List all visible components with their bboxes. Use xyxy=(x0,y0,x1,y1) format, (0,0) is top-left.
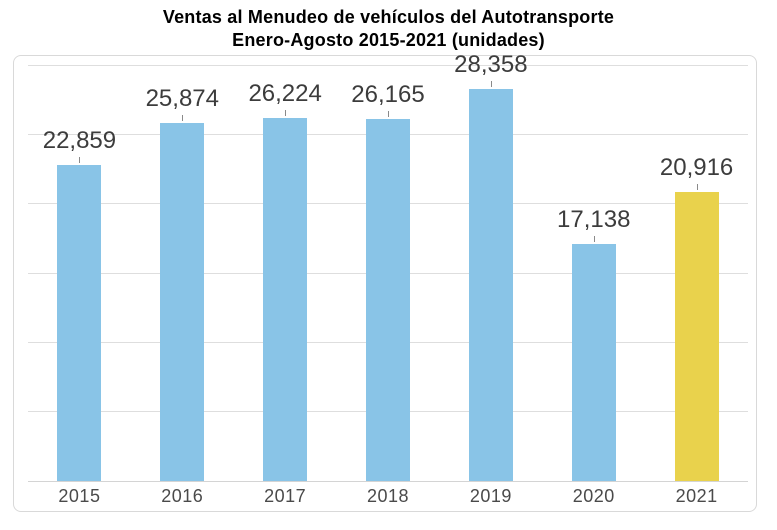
bar-value-label: 22,859 xyxy=(42,126,117,154)
bar-value-label: 26,224 xyxy=(248,80,322,108)
x-axis-label-2021: 2021 xyxy=(675,485,718,506)
label-callout-line xyxy=(696,183,698,190)
x-axis-label-2018: 2018 xyxy=(366,485,410,506)
bar-2016 xyxy=(160,123,205,481)
plot-area: 22,859 25,874 26,224 26,165 28,358 17,138 20,9… xyxy=(28,51,748,482)
bar-2020 xyxy=(571,243,616,481)
bar-column-2019: 28,358 xyxy=(439,51,542,481)
bar-column-2018: 26,165 xyxy=(337,66,440,481)
label-callout-line xyxy=(490,80,492,87)
bar-value-label: 20,916 xyxy=(659,153,734,181)
chart-title-line2: Enero-Agosto 2015-2021 (unidades) xyxy=(232,30,545,50)
chart-title: Ventas al Menudeo de vehículos del Autot… xyxy=(0,6,777,52)
bar-value-label: 26,165 xyxy=(351,81,425,109)
chart-title-line1: Ventas al Menudeo de vehículos del Autot… xyxy=(162,7,615,27)
label-callout-line xyxy=(285,110,287,117)
bar-2017 xyxy=(263,118,308,481)
x-axis: 2015 2016 2017 2018 2019 2020 2021 xyxy=(28,482,748,510)
bar-2015 xyxy=(57,164,102,481)
bar-value-label: 17,138 xyxy=(557,205,631,233)
bar-column-2015: 22,859 xyxy=(28,66,131,481)
bar-column-2020: 17,138 xyxy=(542,66,645,481)
x-axis-label-2016: 2016 xyxy=(161,485,204,506)
bar-2019 xyxy=(468,88,513,481)
bar-value-label: 25,874 xyxy=(145,85,219,113)
bar-2021 xyxy=(674,191,719,481)
bar-column-2016: 25,874 xyxy=(131,66,234,481)
x-axis-label-2015: 2015 xyxy=(58,485,101,506)
x-axis-label-2019: 2019 xyxy=(469,485,512,506)
label-callout-line xyxy=(593,235,595,242)
gridline xyxy=(28,65,748,66)
bar-column-2017: 26,224 xyxy=(234,66,337,481)
bar-value-label: 28,358 xyxy=(454,50,528,78)
label-callout-line xyxy=(182,115,184,122)
bar-column-2021: 20,916 xyxy=(645,66,748,481)
bar-2018 xyxy=(366,119,410,481)
x-axis-label-2017: 2017 xyxy=(264,485,307,506)
label-callout-line xyxy=(388,111,389,118)
x-axis-label-2020: 2020 xyxy=(572,485,615,506)
chart-border-box: 22,859 25,874 26,224 26,165 28,358 17,138 20,9… xyxy=(13,51,757,512)
label-callout-line xyxy=(79,156,81,163)
